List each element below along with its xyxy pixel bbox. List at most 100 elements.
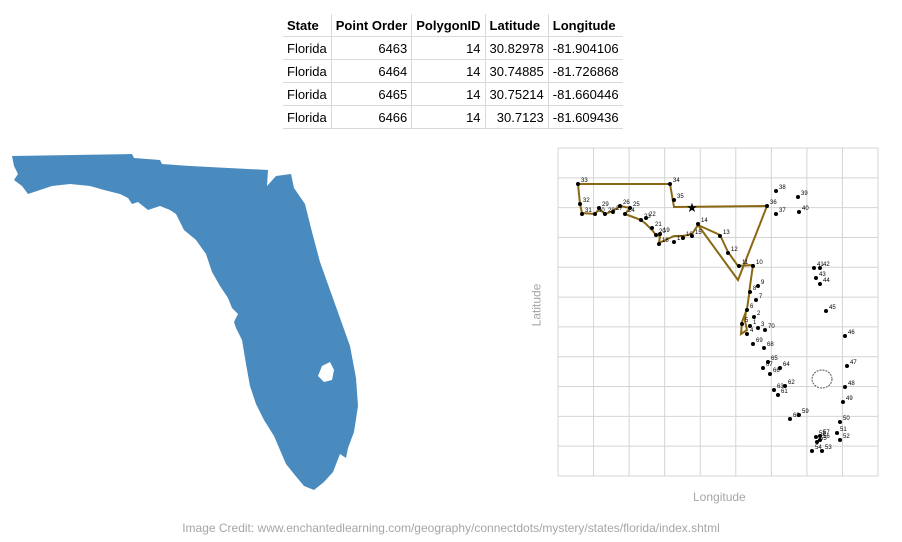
- plot-dot-label: 68: [767, 342, 774, 348]
- cell-latitude: 30.82978: [485, 36, 549, 60]
- plot-dot-label: 37: [779, 208, 786, 214]
- plot-dot-label: 66: [773, 368, 780, 374]
- plot-grid: [557, 147, 879, 477]
- plot-dot: [788, 417, 792, 421]
- cell-longitude: -81.726868: [548, 59, 623, 83]
- plot-dot-label: 5: [745, 318, 749, 324]
- plot-dot: [814, 276, 818, 280]
- cell-latitude: 30.74885: [485, 59, 549, 83]
- plot-dot-label: 19: [663, 228, 670, 234]
- image-credit: Image Credit: www.enchantedlearning.com/…: [182, 521, 720, 535]
- plot-dot-label: 18: [662, 238, 669, 244]
- plot-dot: [797, 413, 801, 417]
- plot-dot-label: 62: [788, 380, 795, 386]
- plot-dot-label: 63: [777, 384, 784, 390]
- plot-dot-label: 51: [840, 427, 847, 433]
- plot-dot-label: 13: [723, 230, 730, 236]
- plot-dot: [765, 204, 769, 208]
- plot-dot-label: 12: [731, 247, 738, 253]
- florida-map: [12, 154, 358, 490]
- cell-polygon-id: 14: [411, 59, 486, 83]
- plot-dot: [751, 264, 755, 268]
- plot-dot: [696, 222, 700, 226]
- plot-dot: [718, 234, 722, 238]
- plot-dot-label: 2: [757, 311, 761, 317]
- plot-dot: [772, 388, 776, 392]
- plot-dot: [751, 342, 755, 346]
- plot-dot-label: 9: [761, 280, 765, 286]
- plot-dot: [818, 282, 822, 286]
- plot-dot-label: 70: [768, 324, 775, 330]
- plot-dot-label: 23: [644, 214, 651, 220]
- plot-dot: [726, 251, 730, 255]
- plot-dot: [740, 322, 744, 326]
- plot-dot: [818, 266, 822, 270]
- cell-polygon-id: 14: [411, 36, 486, 60]
- table-row: Florida 6465 14 30.75214 -81.660446: [283, 82, 623, 106]
- plot-dot-label: 29: [602, 202, 609, 208]
- plot-dot: [690, 234, 694, 238]
- plot-dot: [748, 324, 752, 328]
- plot-dot-label: 6: [750, 304, 754, 310]
- star-icon: ★: [686, 200, 698, 215]
- plot-dot-label: 7: [759, 294, 763, 300]
- plot-dot: [681, 236, 685, 240]
- cell-polygon-id: 14: [411, 82, 486, 106]
- plot-dot: [776, 393, 780, 397]
- plot-dot-label: 49: [846, 396, 853, 402]
- plot-dot: [756, 326, 760, 330]
- plot-dot-label: 1: [753, 320, 757, 326]
- plot-dot: [774, 189, 778, 193]
- plot-dots: [576, 182, 849, 453]
- plot-dot-label: 25: [633, 202, 640, 208]
- plot-dot: [843, 385, 847, 389]
- plot-dot-label: 55: [820, 436, 827, 442]
- plot-dot-label: 8: [753, 286, 757, 292]
- plot-dot-label: 11: [742, 260, 749, 266]
- cell-latitude: 30.75214: [485, 82, 549, 106]
- plot-dot-label: 43: [819, 272, 826, 278]
- plot-dot-label: 69: [756, 338, 763, 344]
- plot-dot: [778, 366, 782, 370]
- plot-dot-label: 35: [677, 194, 684, 200]
- plot-point-labels: 1234567891011121314151617181920212223242…: [581, 178, 857, 451]
- plot-dot-label: 45: [829, 305, 836, 311]
- plot-dot-label: 41: [817, 262, 824, 268]
- plot-dot: [783, 384, 787, 388]
- cell-point-order: 6466: [331, 105, 413, 129]
- plot-dot: [654, 233, 658, 237]
- plot-dot: [763, 328, 767, 332]
- cell-state: Florida: [283, 36, 332, 60]
- plot-dot: [748, 290, 752, 294]
- plot-dot: [843, 334, 847, 338]
- plot-dot-label: 32: [583, 198, 590, 204]
- plot-dot-label: 60: [793, 413, 800, 419]
- plot-dot-label: 10: [756, 260, 763, 266]
- plot-dot: [835, 431, 839, 435]
- plot-dot-label: 40: [802, 206, 809, 212]
- header-state: State: [283, 14, 332, 37]
- table-row: Florida 6466 14 30.7123 -81.609436: [283, 105, 623, 129]
- plot-dot-label: 20: [659, 229, 666, 235]
- plot-dot: [752, 315, 756, 319]
- lake-okeechobee-marker: [811, 369, 833, 389]
- plot-dot-label: 56: [823, 434, 830, 440]
- plot-dot: [593, 212, 597, 216]
- plot-dot: [756, 284, 760, 288]
- plot-dot: [814, 435, 818, 439]
- plot-dot-label: 44: [823, 278, 830, 284]
- plot-dot-label: 61: [781, 389, 788, 395]
- dot-plot: 1234567891011121314151617181920212223242…: [557, 147, 879, 477]
- plot-dot-label: 46: [848, 330, 855, 336]
- header-point-order: Point Order: [331, 14, 413, 37]
- plot-dot-label: 48: [848, 381, 855, 387]
- plot-dot: [658, 232, 662, 236]
- plot-dot: [818, 434, 822, 438]
- plot-dot-label: 33: [581, 178, 588, 184]
- plot-dot: [812, 266, 816, 270]
- plot-dot: [820, 449, 824, 453]
- cell-longitude: -81.904106: [548, 36, 623, 60]
- florida-shape: [12, 154, 358, 490]
- y-axis-label: Latitude: [529, 283, 544, 327]
- plot-dot-label: 52: [843, 434, 850, 440]
